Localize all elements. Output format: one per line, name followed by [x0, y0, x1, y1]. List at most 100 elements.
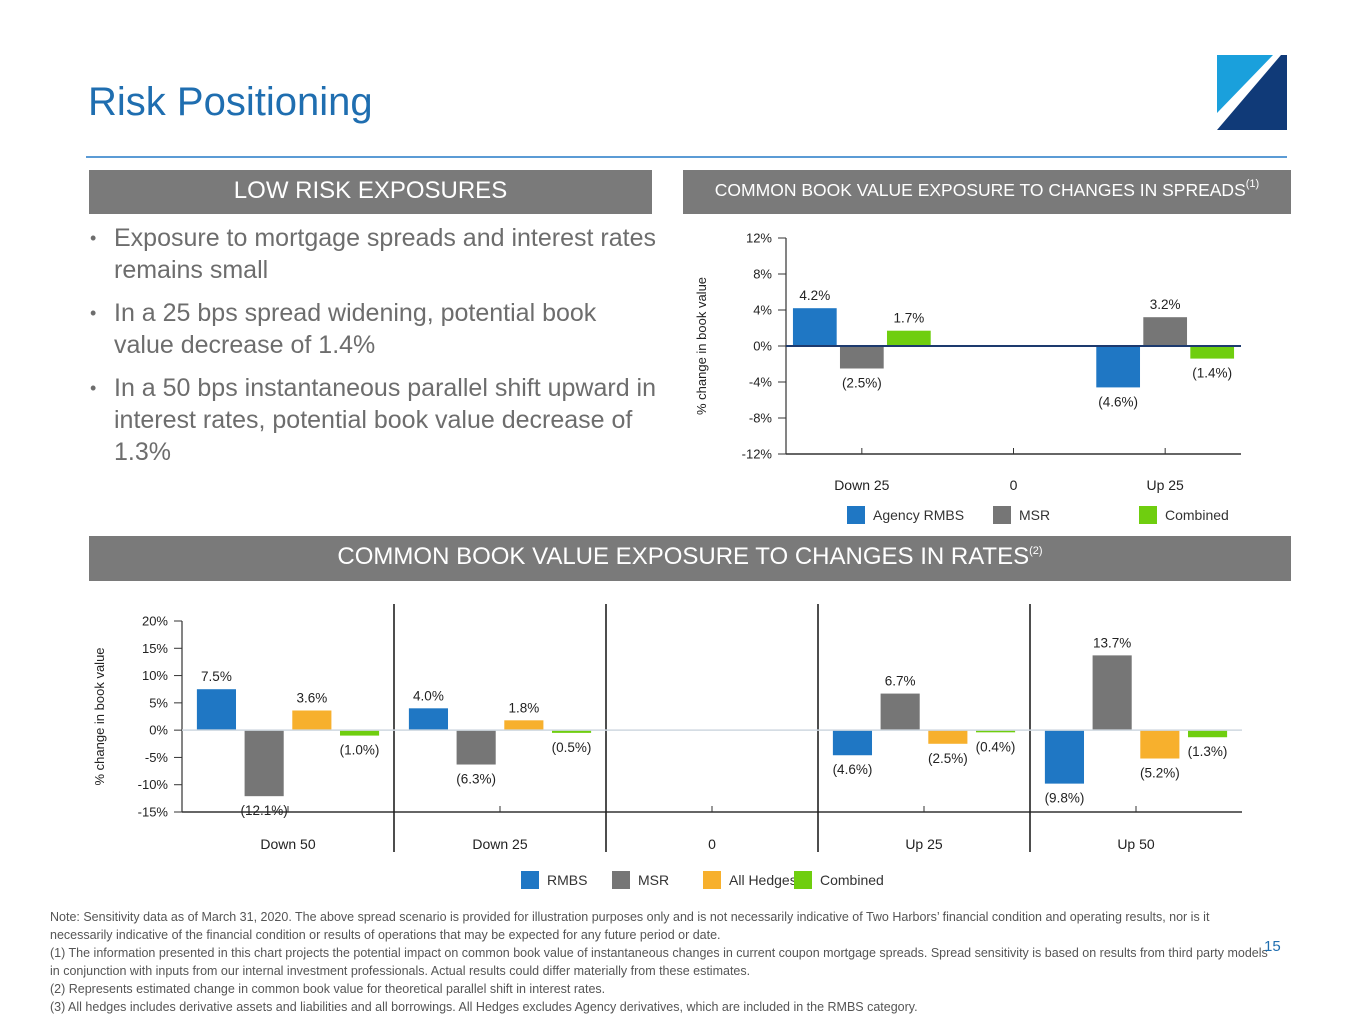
- y-tick-label: 12%: [746, 231, 772, 246]
- bar-msr: [1092, 655, 1132, 731]
- y-axis-title: % change in book value: [694, 277, 709, 415]
- bar-msr: [244, 730, 284, 797]
- spreads-bar-chart: 12% 8% 4% 0% -4% -8% -12% % change in book valu…: [694, 231, 1241, 524]
- x-tick-label: Down 50: [260, 836, 315, 852]
- data-label: (2.5%): [842, 376, 882, 391]
- risk-bullet-list: • Exposure to mortgage spreads and intere…: [88, 222, 658, 479]
- bar-combined: [339, 730, 380, 736]
- footnotes: Note: Sensitivity data as of March 31, 2…: [50, 908, 1270, 1016]
- data-label: (9.8%): [1045, 791, 1085, 806]
- data-label: (1.4%): [1192, 366, 1232, 381]
- legend-label: Combined: [820, 872, 884, 888]
- data-label: 1.7%: [893, 311, 924, 326]
- y-tick-label: 15%: [142, 641, 168, 656]
- legend-swatch-agency-rmbs: [847, 506, 865, 524]
- bullet-item: • In a 50 bps instantaneous parallel shif…: [90, 374, 657, 466]
- y-tick-label: -5%: [145, 750, 169, 765]
- y-tick-label: -8%: [749, 411, 773, 426]
- legend-swatch-msr: [993, 506, 1011, 524]
- bar-combined: [975, 730, 1016, 733]
- bar-rmbs: [196, 689, 237, 731]
- legend-label: MSR: [638, 872, 669, 888]
- data-label: 3.6%: [296, 690, 327, 705]
- x-tick-label: 0: [1010, 477, 1018, 493]
- footnote: (3) All hedges includes derivative asset…: [50, 1000, 918, 1014]
- data-label: (0.4%): [976, 739, 1016, 754]
- data-label: (12.1%): [241, 803, 288, 818]
- bar-combined: [1187, 730, 1228, 738]
- y-tick-label: 0%: [753, 339, 772, 354]
- data-label: (0.5%): [552, 740, 592, 755]
- x-tick-label: Down 25: [834, 477, 889, 493]
- footnote: (1) The information presented in this ch…: [50, 946, 1268, 978]
- footnote: Note: Sensitivity data as of March 31, 2…: [50, 910, 1210, 942]
- bar-msr: [1143, 317, 1188, 346]
- bar-all-hedges: [292, 710, 332, 731]
- data-label: (6.3%): [456, 772, 496, 787]
- y-tick-label: -15%: [138, 805, 169, 820]
- bar-all-hedges: [928, 730, 968, 744]
- legend-label: Combined: [1165, 507, 1229, 523]
- y-tick-label: -12%: [742, 447, 773, 462]
- rates-chart-header: COMMON BOOK VALUE EXPOSURE TO CHANGES IN…: [89, 536, 1291, 581]
- bar-rmbs: [1044, 730, 1085, 784]
- bullet-item: • Exposure to mortgage spreads and intere…: [90, 224, 656, 284]
- data-label: (1.3%): [1188, 744, 1228, 759]
- legend-swatch-msr: [612, 871, 630, 889]
- data-label: (5.2%): [1140, 766, 1180, 781]
- x-tick-label: Up 50: [1117, 836, 1155, 852]
- data-label: (1.0%): [340, 743, 380, 758]
- data-label: 3.2%: [1150, 297, 1181, 312]
- data-label: (4.6%): [1098, 394, 1138, 409]
- data-label: (4.6%): [833, 762, 873, 777]
- y-tick-label: 0%: [149, 723, 168, 738]
- company-logo: [1217, 55, 1287, 130]
- bar-combined: [1190, 346, 1235, 359]
- data-label: 4.2%: [799, 288, 830, 303]
- bullet-dot-icon: •: [90, 228, 97, 248]
- page-number: 15: [1264, 938, 1281, 955]
- bullet-dot-icon: •: [90, 378, 97, 398]
- legend-swatch-combined: [1139, 506, 1157, 524]
- bullet-item: • In a 25 bps spread widening, potential …: [90, 299, 597, 359]
- bar-all-hedges: [504, 720, 544, 731]
- y-tick-label: 4%: [753, 303, 772, 318]
- bar-agency-rmbs: [1096, 346, 1141, 388]
- y-tick-label: -4%: [749, 375, 773, 390]
- legend-label: MSR: [1019, 507, 1050, 523]
- bar-rmbs: [832, 730, 873, 756]
- footnote: (2) Represents estimated change in commo…: [50, 982, 606, 996]
- y-tick-label: 8%: [753, 267, 772, 282]
- low-risk-header: LOW RISK EXPOSURES: [89, 170, 652, 214]
- legend-swatch-combined: [794, 871, 812, 889]
- bullet-dot-icon: •: [90, 303, 97, 323]
- data-label: (2.5%): [928, 751, 968, 766]
- bar-combined: [551, 730, 592, 733]
- bar-msr: [880, 693, 920, 731]
- data-label: 1.8%: [508, 700, 539, 715]
- bar-rmbs: [408, 708, 449, 731]
- bar-combined: [886, 330, 931, 346]
- bar-all-hedges: [1140, 730, 1180, 759]
- y-tick-label: 10%: [142, 668, 168, 683]
- data-label: 4.0%: [413, 688, 444, 703]
- bar-msr: [839, 346, 884, 369]
- x-tick-label: Down 25: [472, 836, 527, 852]
- x-tick-label: Up 25: [1146, 477, 1184, 493]
- page-title: Risk Positioning: [88, 80, 373, 124]
- y-axis-title: % change in book value: [92, 647, 107, 785]
- legend-swatch-all-hedges: [703, 871, 721, 889]
- x-tick-label: 0: [708, 836, 716, 852]
- x-tick-label: Up 25: [905, 836, 943, 852]
- rates-bar-chart: 20% 15% 10% 5% 0% -5% -10% -15% % change in book…: [92, 604, 1242, 889]
- legend-label: RMBS: [547, 872, 587, 888]
- data-label: 6.7%: [885, 674, 916, 689]
- data-label: 7.5%: [201, 669, 232, 684]
- y-tick-label: 5%: [149, 695, 168, 710]
- bar-agency-rmbs: [792, 308, 837, 346]
- title-divider: [86, 156, 1287, 158]
- bar-msr: [456, 730, 496, 765]
- spreads-chart-header: COMMON BOOK VALUE EXPOSURE TO CHANGES IN…: [683, 170, 1291, 214]
- legend-label: Agency RMBS: [873, 507, 964, 523]
- legend-swatch-rmbs: [521, 871, 539, 889]
